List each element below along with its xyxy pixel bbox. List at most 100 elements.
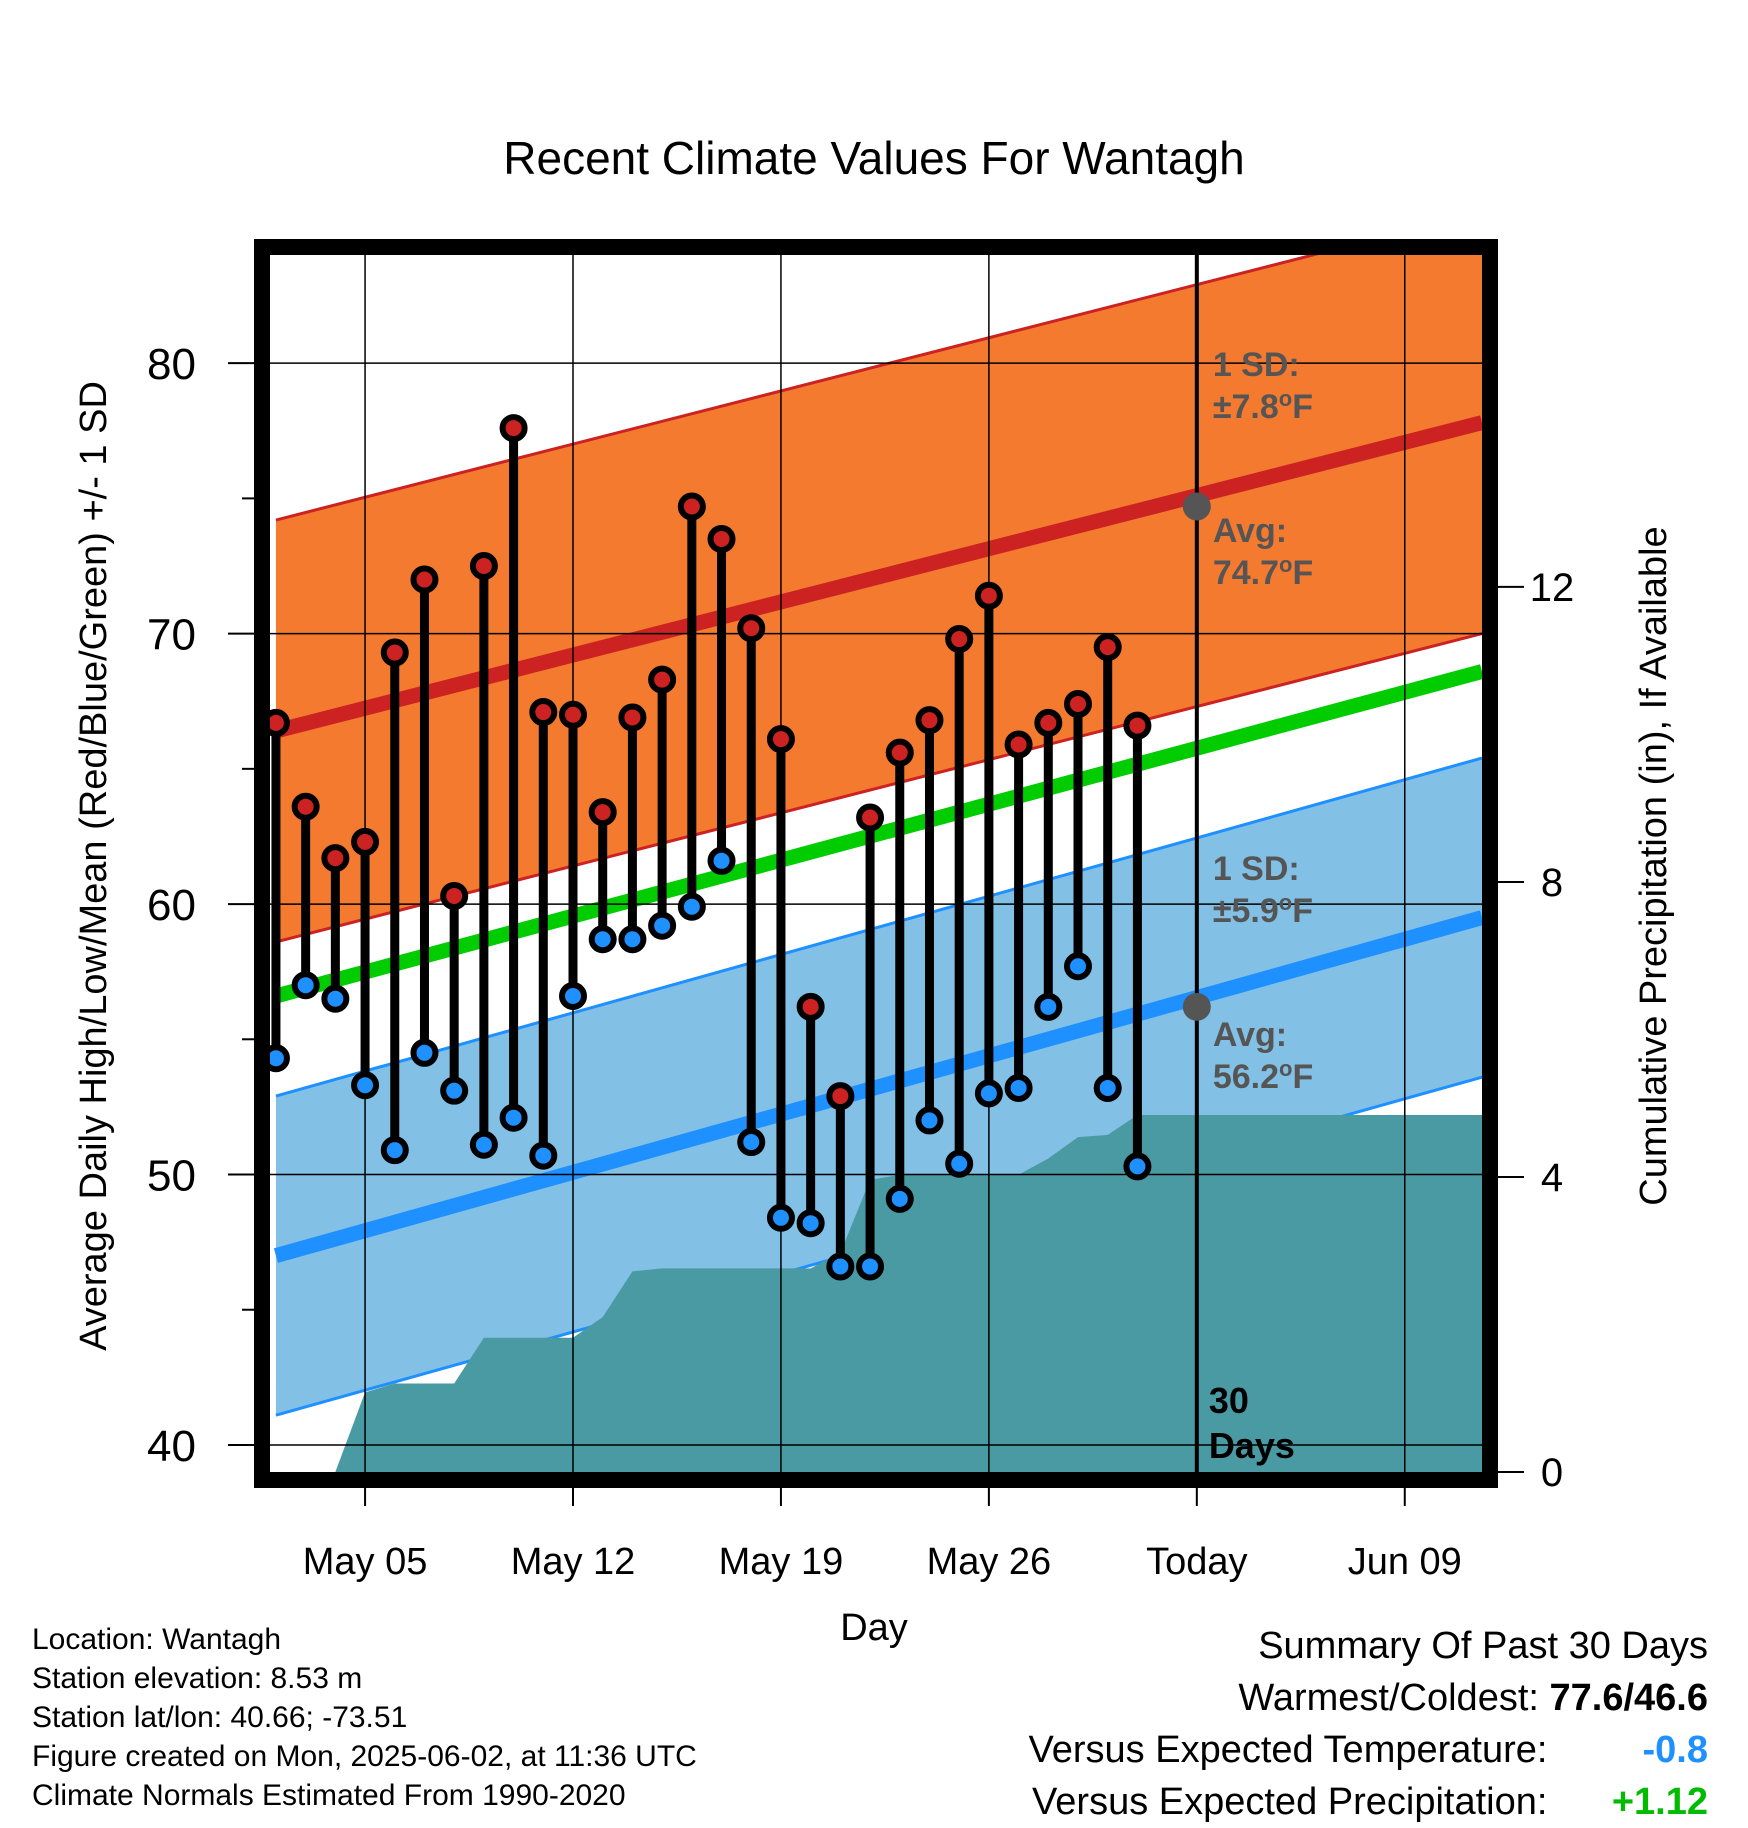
normal-high-line [274, 415, 1482, 739]
daily-high-point [588, 798, 617, 827]
window-unit: Days [1209, 1425, 1295, 1466]
daily-high-point [737, 614, 766, 643]
temp-label: Versus Expected Temperature: [1028, 1729, 1548, 1771]
daily-high-point [499, 414, 528, 443]
daily-high-point [856, 803, 885, 832]
daily-high-point [618, 703, 647, 732]
daily-low-point [380, 1136, 409, 1165]
warm-cold-value: 77.6/46.6 [1549, 1677, 1708, 1719]
plot-frame [254, 239, 1498, 1488]
daily-high-point [291, 792, 320, 821]
today-low-avg-marker [1182, 992, 1211, 1021]
high-sd-label: 1 SD: [1213, 346, 1300, 384]
daily-high-point [410, 565, 439, 594]
summary-title: Summary Of Past 30 Days [1258, 1625, 1708, 1667]
daily-high-point [766, 725, 795, 754]
station-info: Location: Wantagh Station elevation: 8.5… [32, 1620, 697, 1815]
daily-low-point [826, 1252, 855, 1281]
daily-high-point [648, 665, 677, 694]
high-avg-value: 74.7oF [1213, 552, 1313, 593]
high-avg-label: Avg: [1213, 512, 1287, 550]
daily-low-point [974, 1079, 1003, 1108]
daily-high-point [945, 625, 974, 654]
daily-high-point [1064, 689, 1092, 718]
precip-value: +1.12 [1611, 1781, 1708, 1823]
daily-low-point [499, 1103, 528, 1132]
x-tick-label: May 26 [927, 1541, 1052, 1583]
daily-low-point [648, 911, 677, 940]
precip-area [275, 1115, 1482, 1472]
y-tick-label: 80 [147, 340, 196, 389]
daily-low-point [885, 1184, 914, 1213]
low-avg-value: 56.2oF [1213, 1056, 1313, 1097]
station-location: Location: Wantagh [32, 1623, 282, 1656]
daily-high-point [1004, 730, 1033, 759]
daily-high-point [529, 698, 558, 727]
summary-warm-cold: Warmest/Coldest: 77.6/46.6 [1029, 1672, 1708, 1724]
low-sd-label: 1 SD: [1213, 850, 1300, 888]
daily-low-point [440, 1076, 469, 1105]
summary-panel: Summary Of Past 30 Days Warmest/Coldest:… [1029, 1620, 1708, 1828]
climate-normals: Climate Normals Estimated From 1990-2020 [32, 1779, 626, 1812]
x-tick-label: May 12 [511, 1541, 636, 1583]
daily-low-point [1123, 1152, 1152, 1181]
y-tick-label: 50 [147, 1152, 196, 1201]
low-sd-value: ±5.9oF [1213, 890, 1313, 931]
daily-high-point [707, 524, 736, 553]
daily-high-point [1093, 633, 1122, 662]
daily-low-point [1034, 992, 1063, 1021]
temp-value: -0.8 [1642, 1729, 1708, 1771]
daily-low-point [915, 1106, 944, 1135]
x-tick-label: Today [1146, 1541, 1247, 1583]
y-tick-label: 70 [147, 611, 196, 660]
y2-tick-label: 0 [1541, 1451, 1563, 1495]
low-avg-label: Avg: [1213, 1016, 1287, 1054]
daily-low-point [856, 1252, 885, 1281]
daily-low-point [321, 984, 350, 1013]
daily-low-point [1064, 952, 1092, 981]
daily-low-point [945, 1149, 974, 1178]
daily-low-point [291, 971, 320, 1000]
x-tick-label: May 05 [303, 1541, 428, 1583]
y2-axis-label: Cumulative Precipitation (in), If Availa… [1633, 526, 1675, 1205]
daily-high-point [380, 638, 409, 667]
y-tick-label: 40 [147, 1422, 196, 1471]
daily-high-point [321, 844, 350, 873]
daily-high-point [1034, 708, 1063, 737]
daily-high-point [974, 581, 1003, 610]
high-sd-band-upper-edge [275, 255, 1319, 522]
daily-high-point [915, 706, 944, 735]
daily-high-point [440, 881, 469, 910]
y-axis-label: Average Daily High/Low/Mean (Red/Blue/Gr… [73, 381, 115, 1351]
daily-low-point [529, 1141, 558, 1170]
y-tick-label: 60 [147, 881, 196, 930]
daily-low-point [618, 925, 647, 954]
daily-high-point [1123, 711, 1152, 740]
low-sd-band-upper-edge [275, 756, 1482, 1098]
daily-high-point [559, 700, 587, 729]
summary-temp: Versus Expected Temperature: -0.8 [1029, 1724, 1708, 1776]
daily-high-point [796, 992, 825, 1021]
summary-precip: Versus Expected Precipitation: +1.12 [1029, 1776, 1708, 1828]
daily-low-point [469, 1130, 498, 1159]
y2-tick-label: 12 [1530, 566, 1575, 610]
x-tick-label: May 19 [719, 1541, 844, 1583]
window-count: 30 [1209, 1380, 1249, 1421]
daily-low-point [410, 1038, 439, 1067]
warm-cold-label: Warmest/Coldest: [1238, 1677, 1539, 1719]
today-high-avg-marker [1182, 492, 1211, 521]
station-latlon: Station lat/lon: 40.66; -73.51 [32, 1701, 408, 1734]
daily-low-point [559, 982, 587, 1011]
chart-title: Recent Climate Values For Wantagh [503, 132, 1244, 184]
daily-low-point [707, 846, 736, 875]
daily-low-point [1004, 1073, 1033, 1102]
y2-tick-label: 4 [1541, 1156, 1563, 1200]
daily-low-point [351, 1071, 380, 1100]
daily-low-point [677, 892, 706, 921]
daily-low-point [588, 925, 617, 954]
daily-high-point [826, 1082, 855, 1111]
daily-high-point [351, 827, 380, 856]
x-axis-label: Day [840, 1607, 908, 1649]
high-sd-value: ±7.8oF [1213, 386, 1313, 427]
